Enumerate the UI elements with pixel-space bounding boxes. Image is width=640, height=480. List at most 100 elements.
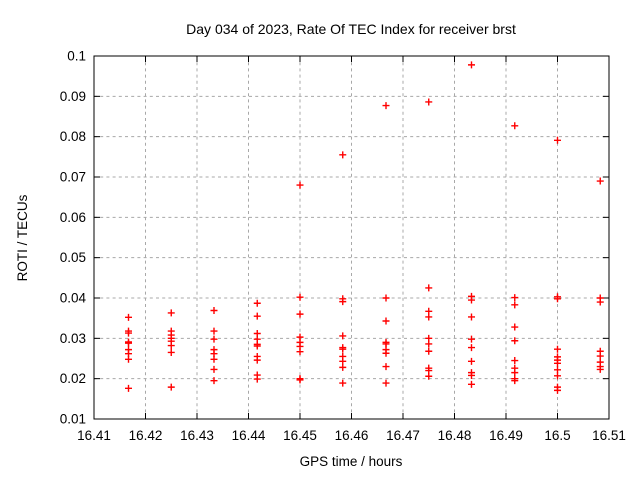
data-point xyxy=(511,301,519,309)
y-tick-label: 0.09 xyxy=(60,89,86,104)
data-point xyxy=(511,323,519,331)
data-point xyxy=(467,61,475,69)
data-point xyxy=(167,342,175,350)
y-tick-label: 0.05 xyxy=(60,250,86,265)
y-tick-label: 0.1 xyxy=(67,49,86,64)
data-point xyxy=(467,371,475,379)
data-point xyxy=(511,122,519,130)
x-tick-label: 16.47 xyxy=(386,428,420,443)
x-axis-label: GPS time / hours xyxy=(300,454,403,469)
data-point xyxy=(210,327,218,335)
data-point xyxy=(253,299,261,307)
data-point xyxy=(125,313,133,321)
data-point xyxy=(596,365,604,373)
data-point xyxy=(382,363,390,371)
data-point xyxy=(253,375,261,383)
x-tick-label: 16.48 xyxy=(438,428,472,443)
data-point xyxy=(210,355,218,363)
data-point xyxy=(253,356,261,364)
x-tick-label: 16.43 xyxy=(180,428,214,443)
data-point xyxy=(210,365,218,373)
data-point xyxy=(511,369,519,377)
data-point xyxy=(596,352,604,360)
data-point xyxy=(125,384,133,392)
data-point xyxy=(382,102,390,110)
data-point xyxy=(425,340,433,348)
data-point xyxy=(339,379,347,387)
data-point xyxy=(554,345,561,353)
data-points-layer xyxy=(125,61,604,394)
y-tick-label: 0.02 xyxy=(60,371,86,386)
data-point xyxy=(425,313,433,321)
data-point xyxy=(596,177,604,185)
data-point xyxy=(467,357,475,365)
data-point xyxy=(467,335,475,343)
y-tick-label: 0.06 xyxy=(60,210,86,225)
data-point xyxy=(125,339,133,347)
data-point xyxy=(554,366,561,374)
data-point xyxy=(467,380,475,388)
data-point xyxy=(596,298,604,306)
data-point xyxy=(210,377,218,385)
data-point xyxy=(167,309,175,317)
data-point xyxy=(425,372,433,380)
data-point xyxy=(296,293,304,301)
data-point xyxy=(382,317,390,325)
data-point xyxy=(167,348,175,356)
y-tick-label: 0.03 xyxy=(60,331,86,346)
y-tick-label: 0.08 xyxy=(60,129,86,144)
data-point xyxy=(339,345,347,353)
x-tick-label: 16.44 xyxy=(232,428,266,443)
data-point xyxy=(425,347,433,355)
data-point xyxy=(382,379,390,387)
plot-border xyxy=(93,55,610,420)
data-point xyxy=(511,294,519,302)
data-point xyxy=(296,181,304,189)
data-point xyxy=(554,386,561,394)
y-tick-label: 0.07 xyxy=(60,170,86,185)
axes-layer: 16.41 16.42 16.43 16.44 16.45 16.46 16.47 16.48… xyxy=(60,49,626,444)
data-point xyxy=(125,329,133,337)
data-point xyxy=(210,307,218,315)
data-point xyxy=(467,313,475,321)
data-point xyxy=(210,335,218,343)
data-point xyxy=(467,296,475,304)
grid-layer xyxy=(94,56,609,419)
x-tick-label: 16.46 xyxy=(335,428,369,443)
data-point xyxy=(425,284,433,292)
data-point xyxy=(511,337,519,345)
data-point xyxy=(382,349,390,357)
data-point xyxy=(467,344,475,352)
data-point xyxy=(511,357,519,365)
data-point xyxy=(554,136,561,144)
data-point xyxy=(167,383,175,391)
data-point xyxy=(511,377,519,385)
data-point xyxy=(382,294,390,302)
x-tick-label: 16.41 xyxy=(77,428,111,443)
data-point xyxy=(339,151,347,159)
data-point xyxy=(296,348,304,356)
data-point xyxy=(253,312,261,320)
data-point xyxy=(339,332,347,340)
data-point xyxy=(339,357,347,365)
data-point xyxy=(253,342,261,350)
data-point xyxy=(125,355,133,363)
data-point xyxy=(425,98,433,106)
data-point xyxy=(339,363,347,371)
x-tick-label: 16.45 xyxy=(283,428,317,443)
y-axis-label: ROTI / TECUs xyxy=(15,194,30,281)
x-tick-label: 16.49 xyxy=(489,428,523,443)
data-point xyxy=(296,310,304,318)
data-point xyxy=(554,372,561,380)
chart-title: Day 034 of 2023, Rate Of TEC Index for r… xyxy=(186,21,516,37)
data-point xyxy=(296,376,304,384)
data-point xyxy=(554,295,561,303)
x-tick-label: 16.51 xyxy=(592,428,626,443)
x-tick-label: 16.5 xyxy=(544,428,570,443)
y-tick-label: 0.01 xyxy=(60,412,86,427)
data-point xyxy=(339,298,347,306)
data-point xyxy=(554,359,561,367)
x-tick-label: 16.42 xyxy=(129,428,163,443)
